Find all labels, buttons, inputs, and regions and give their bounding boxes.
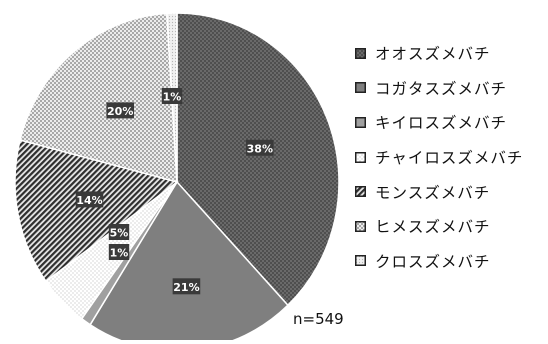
legend-item-6: ヒメスズメバチ [355,209,545,244]
svg-text:14%: 14% [76,194,102,207]
svg-text:5%: 5% [110,227,129,240]
pie-slice-2 [89,180,289,344]
legend-item-5: モンスズメバチ [355,174,545,209]
data-label-3: 1% [108,244,130,260]
pie-slice-5 [14,139,179,283]
legend-item-3: キイロスズメバチ [355,105,545,140]
legend-label-5: モンスズメバチ [375,183,491,202]
legend-label-1: オオスズメバチ [375,45,491,64]
legend-swatch-1 [355,47,366,59]
legend-item-4: チャイロスズメバチ [355,140,545,175]
sample-size-label: n=549 [293,310,344,328]
legend-swatch-3 [355,116,366,128]
data-label-2: 21% [172,278,201,295]
legend-label-2: コガタスズメバチ [375,79,508,98]
svg-text:20%: 20% [107,105,133,118]
legend-swatch-7 [355,255,366,267]
svg-text:1%: 1% [110,247,129,260]
data-label-4: 5% [108,224,130,240]
legend-swatch-2 [355,82,366,94]
legend-swatch-4 [355,151,366,163]
pie-data-labels: 38% 21% 1% 5% 14% 20% 1% [75,88,274,295]
svg-text:1%: 1% [163,91,182,104]
data-label-7: 1% [161,88,183,104]
legend-item-7: クロスズメバチ [355,244,545,279]
legend-label-4: チャイロスズメバチ [375,149,524,168]
legend-item-2: コガタスズメバチ [355,71,545,106]
data-label-5: 14% [75,191,104,208]
legend-label-7: クロスズメバチ [375,252,491,271]
pie-slice-1 [176,12,340,307]
legend-swatch-6 [355,220,366,232]
chart-legend: オオスズメバチ コガタスズメバチ キイロスズメバチ チャイロスズメバチ モンスズメバチヒ… [355,36,545,278]
svg-text:21%: 21% [173,281,199,294]
legend-swatch-5 [355,186,366,198]
data-label-1: 38% [246,139,274,156]
legend-label-3: キイロスズメバチ [375,114,508,133]
legend-item-1: オオスズメバチ [355,36,545,71]
pie-slices [14,12,340,344]
pie-slice-6 [19,12,178,183]
data-label-6: 20% [106,102,135,119]
legend-label-6: ヒメスズメバチ [375,218,491,237]
svg-text:38%: 38% [247,142,273,155]
